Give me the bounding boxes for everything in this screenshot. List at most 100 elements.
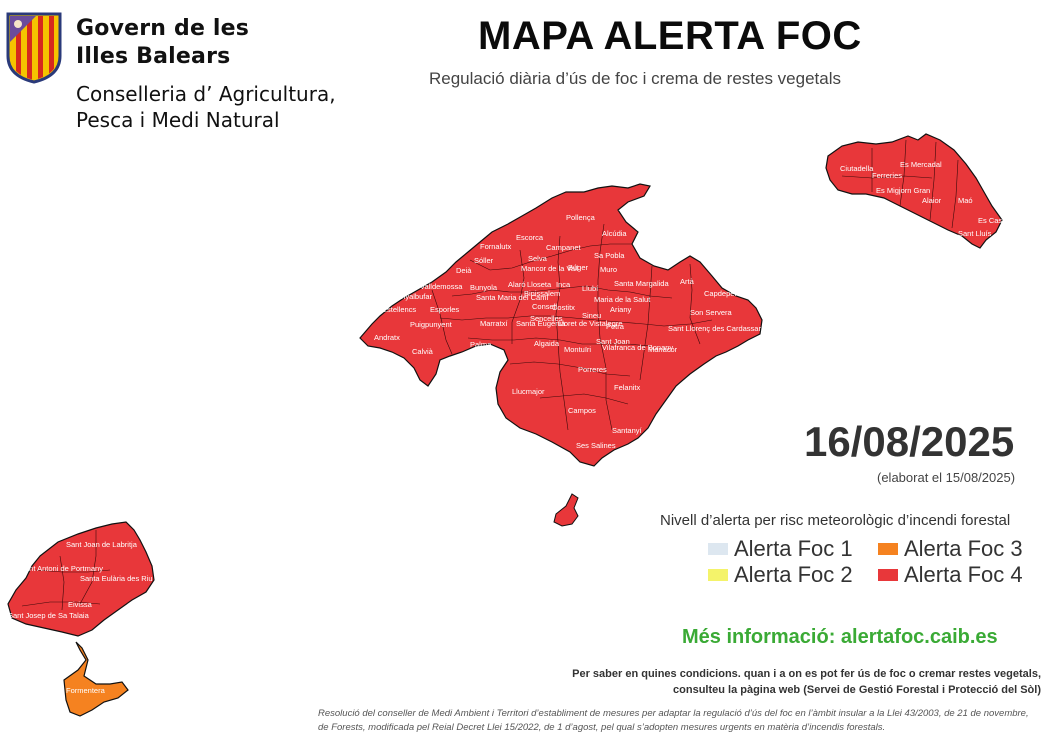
island-cabrera[interactable] <box>553 493 579 527</box>
municipality-label: Alaró <box>508 280 526 289</box>
eivissa-municipal-borders <box>21 530 111 611</box>
municipality-label: Santa Margalida <box>614 279 669 288</box>
municipality-label: Marratxí <box>480 319 508 328</box>
municipality-label: Deià <box>456 266 472 275</box>
mallorca-municipal-borders <box>431 223 713 431</box>
municipality-label: Bunyola <box>470 283 498 292</box>
island-formentera[interactable]: Formentera <box>63 641 129 717</box>
municipality-label: Alcúdia <box>602 229 627 238</box>
municipality-label: Algaida <box>534 339 560 348</box>
municipality-label: Ariany <box>610 305 632 314</box>
municipality-label: Mancor de la Vall <box>521 264 579 273</box>
municipality-label: Calvià <box>412 347 434 356</box>
municipality-label: Santa Maria del Camí <box>476 293 549 302</box>
municipality-label: Valldemossa <box>420 282 463 291</box>
elaboration-date: (elaborat el 15/08/2025) <box>877 470 1016 485</box>
eivissa-labels: Sant Joan de Labritja Sant Antoni de Port… <box>8 540 153 620</box>
municipality-label: Sant Josep de Sa Talaia <box>8 611 90 620</box>
formentera-label: Formentera <box>66 686 106 695</box>
page-subtitle: Regulació diària d’ús de foc i crema de … <box>429 69 841 88</box>
legend-swatch-3 <box>878 543 898 555</box>
municipality-label: Fornalutx <box>480 242 512 251</box>
municipality-label: Campos <box>568 406 596 415</box>
department-line-1: Conselleria d’ Agricultura, <box>76 82 336 106</box>
municipality-label: Vilafranca de Bonany <box>602 343 673 352</box>
municipality-label: Binissalem <box>524 289 560 298</box>
municipality-label: Lloseta <box>527 280 552 289</box>
mallorca-shape[interactable] <box>359 183 763 467</box>
department-line-2: Pesca i Medi Natural <box>76 108 280 132</box>
island-mallorca[interactable]: Pollença Alcúdia Escorca Fornalutx Sóller Cam… <box>359 183 763 467</box>
municipality-label: Petra <box>606 322 625 331</box>
page-title: MAPA ALERTA FOC <box>478 14 862 58</box>
municipality-label: Llubí <box>582 284 599 293</box>
municipality-label: Sa Pobla <box>594 251 625 260</box>
municipality-label: Esporles <box>430 305 459 314</box>
resolution-text: Resolució del conseller de Medi Ambient … <box>318 708 1029 733</box>
municipality-label: Felanitx <box>614 383 641 392</box>
menorca-municipal-borders <box>841 139 959 229</box>
municipality-label: Inca <box>556 280 571 289</box>
municipality-label: Puigpunyent <box>410 320 453 329</box>
municipality-label: Santa Eugènia <box>516 319 566 328</box>
municipality-label: Sant Lluís <box>958 229 992 238</box>
municipality-label: Sóller <box>474 256 494 265</box>
island-eivissa[interactable]: Sant Joan de Labritja Sant Antoni de Port… <box>7 521 155 637</box>
municipality-label: Sencelles <box>530 314 563 323</box>
municipality-label: Artà <box>680 277 695 286</box>
legend-label-1: Alerta Foc 1 <box>734 536 853 561</box>
municipality-label: Ferreries <box>872 171 902 180</box>
legend-item-alerta-3: Alerta Foc 3 <box>878 536 1023 562</box>
municipality-label: Banyalbufar <box>392 292 433 301</box>
municipality-label: Escorca <box>516 233 544 242</box>
municipality-label: Sant Antoni de Portmany <box>20 564 103 573</box>
legend-title: Nivell d’alerta per risc meteorològic d’… <box>660 512 1011 529</box>
more-info-link[interactable]: Més informació: alertafoc.caib.es <box>682 626 998 648</box>
municipality-label: Llucmajor <box>512 387 545 396</box>
municipality-label: Búger <box>568 263 589 272</box>
municipality-label: Eivissa <box>68 600 93 609</box>
eivissa-shape[interactable] <box>7 521 155 637</box>
municipality-label: Capdepera <box>704 289 742 298</box>
formentera-shape[interactable] <box>63 641 129 717</box>
municipality-label: Ciutadella <box>840 164 874 173</box>
municipality-label: Es Mercadal <box>900 160 942 169</box>
govern-title-line-2: Illes Balears <box>76 44 231 69</box>
legend-swatch-4 <box>878 569 898 581</box>
municipality-label: Pollença <box>566 213 596 222</box>
municipality-label: Consell <box>532 302 557 311</box>
govern-title-line-1: Govern de les <box>76 16 250 41</box>
legend-item-alerta-2: Alerta Foc 2 <box>708 562 853 588</box>
govern-logo-shield-icon <box>6 12 62 84</box>
municipality-label: Sant Llorenç des Cardassar <box>668 324 761 333</box>
municipality-label: Santa Eulària des Riu <box>80 574 153 583</box>
municipality-label: Maria de la Salut <box>594 295 651 304</box>
legend-item-alerta-4: Alerta Foc 4 <box>878 562 1023 588</box>
municipality-label: Palma <box>470 340 492 349</box>
municipality-label: Selva <box>528 254 548 263</box>
municipality-label: Lloret de Vistalegre <box>558 319 623 328</box>
municipality-label: Son Servera <box>690 308 733 317</box>
municipality-label: Muro <box>600 265 617 274</box>
legend-label-2: Alerta Foc 2 <box>734 562 853 587</box>
legend-item-alerta-1: Alerta Foc 1 <box>708 536 853 562</box>
municipality-label: Santanyí <box>612 426 643 435</box>
municipality-label: Porreres <box>578 365 607 374</box>
legend-swatch-2 <box>708 569 728 581</box>
municipality-label: Estellencs <box>382 305 416 314</box>
municipality-label: Alaior <box>922 196 942 205</box>
municipality-label: Sineu <box>582 311 601 320</box>
menorca-labels: Ciutadella Es Mercadal Ferreries Es Migjorn… <box>840 160 1012 238</box>
municipality-label: Sant Joan de Labritja <box>66 540 138 549</box>
instructions-text: Per saber en quines condicions. quan i a… <box>572 668 1041 696</box>
municipality-label: Manacor <box>648 345 678 354</box>
municipality-label: Montuïri <box>564 345 591 354</box>
island-menorca[interactable]: Ciutadella Es Mercadal Ferreries Es Migjorn… <box>825 133 1012 249</box>
municipality-label: Maó <box>958 196 973 205</box>
mallorca-labels: Pollença Alcúdia Escorca Fornalutx Sóller Cam… <box>374 213 761 450</box>
legend-label-3: Alerta Foc 3 <box>904 536 1023 561</box>
municipality-label: Campanet <box>546 243 582 252</box>
municipality-label: Andratx <box>374 333 400 342</box>
legend-label-4: Alerta Foc 4 <box>904 562 1023 587</box>
municipality-label: Costitx <box>552 303 575 312</box>
